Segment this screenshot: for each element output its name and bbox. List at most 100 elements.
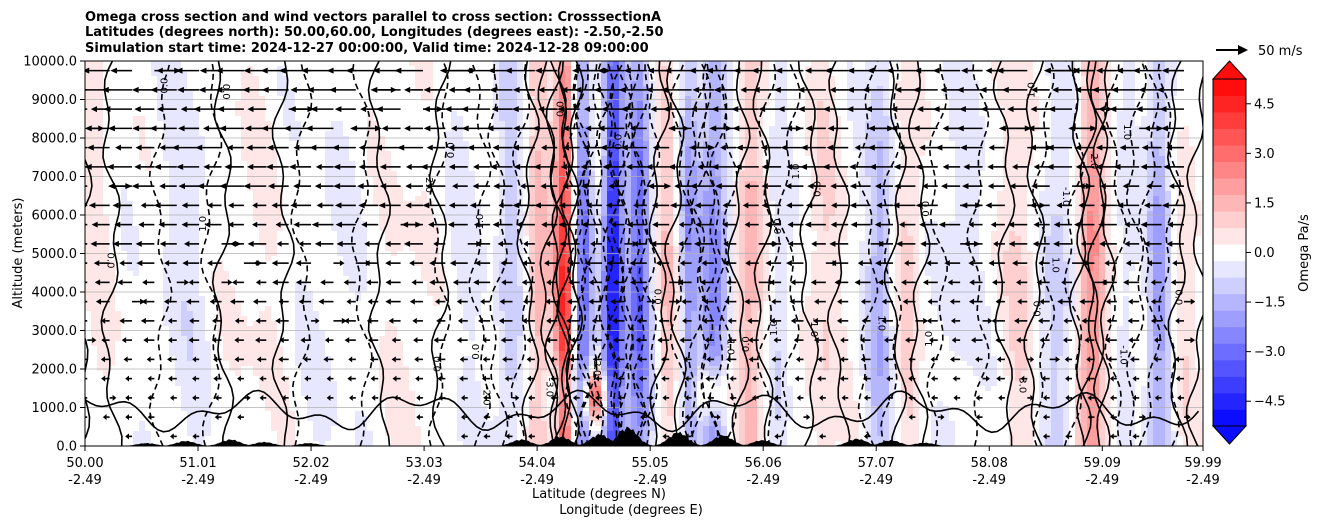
omega-cell — [331, 171, 338, 177]
omega-cell — [409, 421, 416, 427]
omega-cell — [229, 171, 236, 177]
omega-cell — [97, 101, 104, 107]
omega-cell — [271, 86, 278, 92]
omega-cell — [187, 81, 194, 87]
omega-cell — [307, 196, 314, 202]
omega-cell — [235, 301, 242, 307]
omega-cell — [295, 131, 302, 137]
omega-cell — [85, 266, 92, 272]
omega-cell — [193, 111, 200, 117]
omega-cell — [217, 201, 224, 207]
omega-cell — [277, 116, 284, 122]
omega-cell — [205, 326, 212, 332]
omega-cell — [181, 356, 188, 362]
omega-cell — [289, 76, 296, 82]
omega-cell — [325, 121, 332, 127]
omega-cell — [373, 201, 380, 207]
omega-cell — [451, 331, 458, 337]
omega-cell — [421, 161, 428, 167]
omega-cell — [343, 346, 350, 352]
omega-cell — [409, 361, 416, 367]
omega-cell — [331, 131, 338, 137]
omega-cell — [325, 81, 332, 87]
omega-cell — [103, 191, 110, 197]
omega-cell — [223, 426, 230, 432]
omega-cell — [397, 61, 404, 67]
omega-cell — [343, 441, 350, 446]
omega-cell — [157, 261, 164, 267]
omega-cell — [439, 286, 446, 292]
omega-cell — [415, 421, 422, 427]
omega-cell — [169, 371, 176, 377]
omega-cell — [307, 296, 314, 302]
omega-cell — [331, 376, 338, 382]
omega-cell — [115, 326, 122, 332]
omega-cell — [445, 101, 452, 107]
omega-cell — [97, 281, 104, 287]
omega-cell — [229, 376, 236, 382]
omega-cell — [379, 206, 386, 212]
omega-cell — [151, 386, 158, 392]
omega-cell — [373, 176, 380, 182]
omega-cell — [121, 396, 128, 402]
omega-cell — [235, 346, 242, 352]
omega-cell — [199, 181, 206, 187]
omega-cell — [229, 286, 236, 292]
omega-cell — [223, 261, 230, 267]
omega-cell — [325, 191, 332, 197]
omega-cell — [187, 151, 194, 157]
omega-cell — [457, 231, 464, 237]
omega-cell — [427, 206, 434, 212]
omega-cell — [259, 146, 266, 152]
omega-cell — [151, 141, 158, 147]
omega-cell — [277, 286, 284, 292]
omega-cell — [85, 106, 92, 112]
omega-cell — [109, 146, 116, 152]
omega-cell — [439, 271, 446, 277]
omega-cell — [265, 231, 272, 237]
omega-cell — [163, 326, 170, 332]
omega-cell — [187, 86, 194, 92]
omega-cell — [403, 216, 410, 222]
omega-cell — [187, 66, 194, 72]
omega-cell — [241, 421, 248, 427]
omega-cell — [253, 421, 260, 427]
omega-cell — [313, 396, 320, 402]
omega-cell — [373, 321, 380, 327]
omega-cell — [121, 211, 128, 217]
omega-cell — [127, 321, 134, 327]
omega-cell — [247, 111, 254, 117]
omega-cell — [115, 361, 122, 367]
omega-cell — [151, 246, 158, 252]
omega-cell — [361, 156, 368, 162]
omega-cell — [187, 331, 194, 337]
omega-cell — [361, 276, 368, 282]
omega-cell — [205, 351, 212, 357]
omega-cell — [157, 306, 164, 312]
omega-cell — [265, 136, 272, 142]
omega-cell — [235, 166, 242, 172]
omega-cell — [175, 91, 182, 97]
omega-cell — [373, 246, 380, 252]
omega-cell — [151, 311, 158, 317]
omega-cell — [445, 401, 452, 407]
omega-cell — [229, 291, 236, 297]
omega-cell — [181, 396, 188, 402]
omega-cell — [169, 156, 176, 162]
omega-cell — [85, 401, 92, 407]
omega-cell — [373, 421, 380, 427]
omega-cell — [127, 116, 134, 122]
omega-cell — [373, 151, 380, 157]
omega-cell — [361, 326, 368, 332]
omega-cell — [379, 281, 386, 287]
omega-cell — [139, 256, 146, 262]
omega-cell — [223, 161, 230, 167]
omega-cell — [241, 396, 248, 402]
omega-cell — [229, 136, 236, 142]
omega-cell — [145, 216, 152, 222]
omega-cell — [121, 416, 128, 422]
omega-cell — [277, 176, 284, 182]
omega-cell — [325, 286, 332, 292]
omega-cell — [229, 266, 236, 272]
omega-cell — [313, 176, 320, 182]
